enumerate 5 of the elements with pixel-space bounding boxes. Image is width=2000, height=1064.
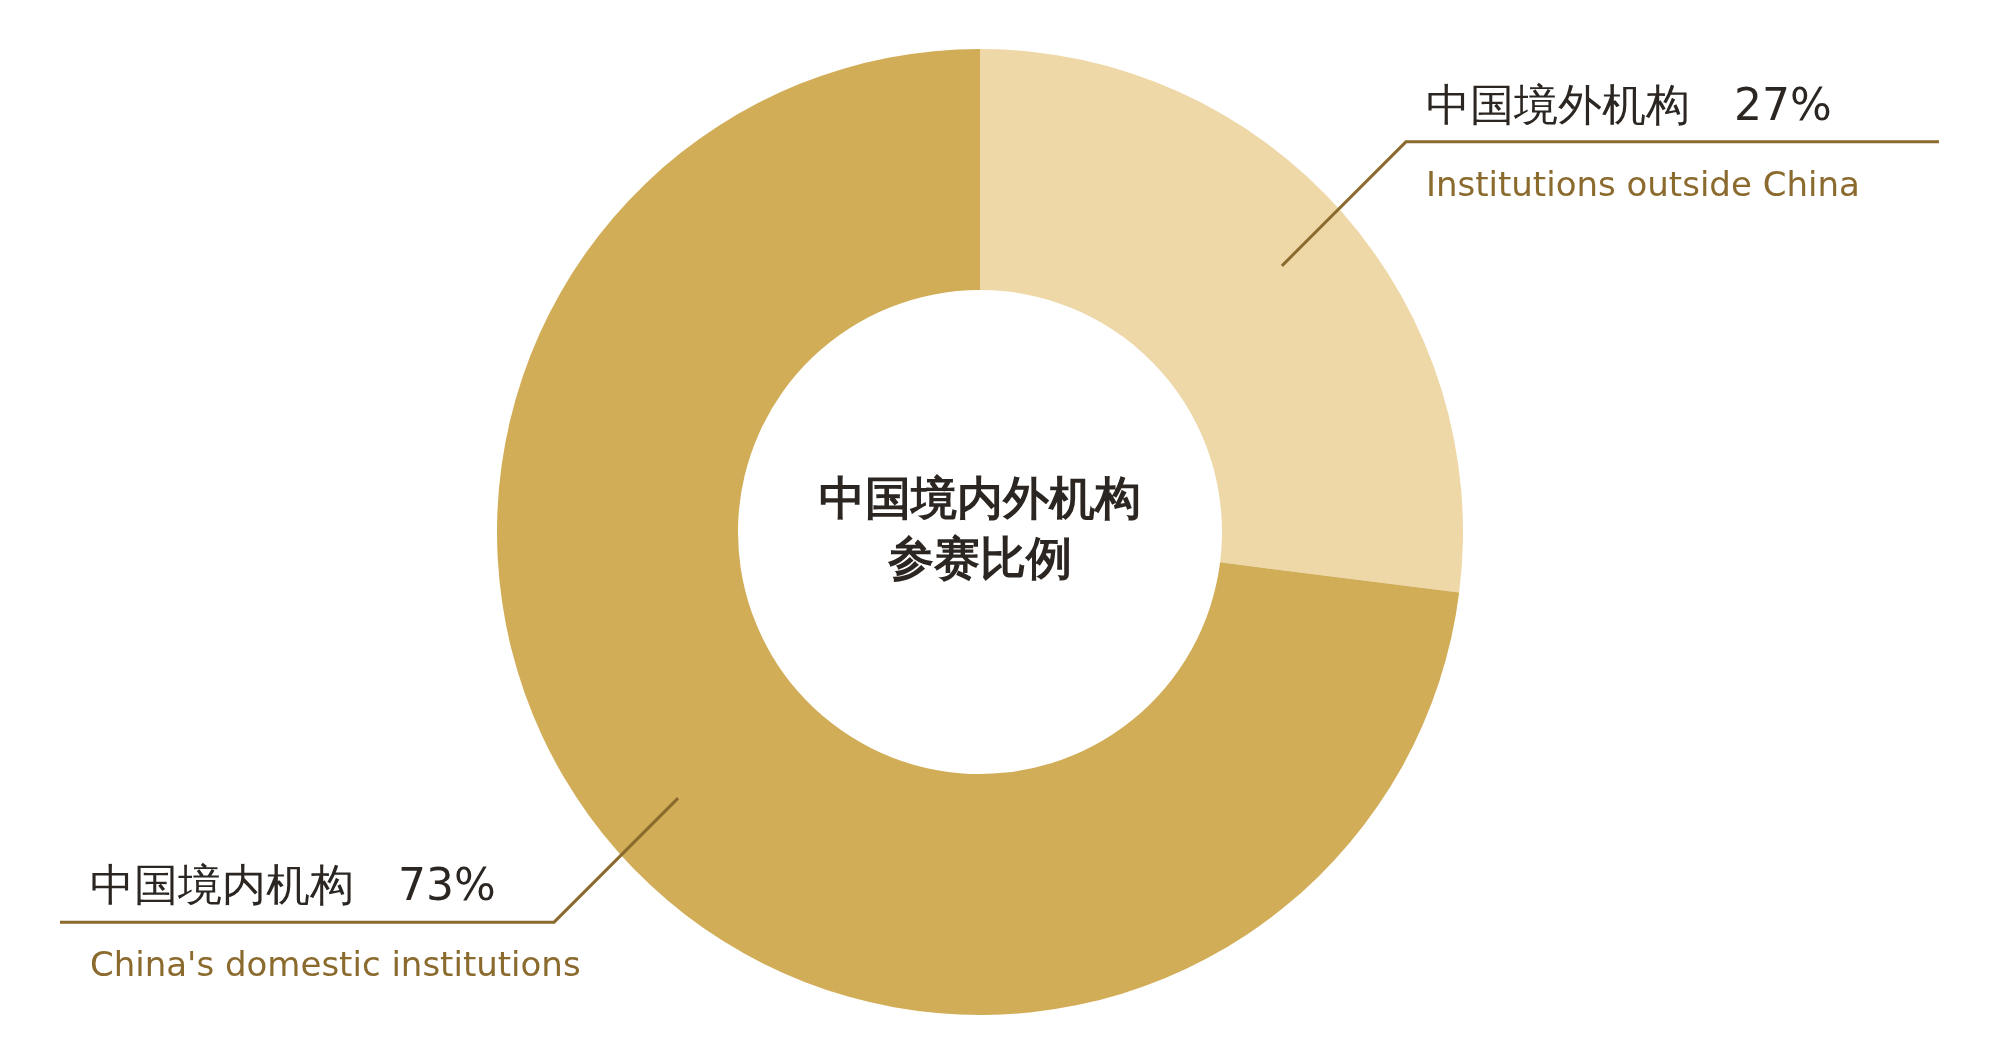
- text: Institutions outside China: [1425, 163, 1860, 204]
- slice-label: 中国境内机构 73%: [90, 858, 496, 913]
- text: China's domestic institutions: [90, 944, 581, 985]
- text: 中国境内外机构参赛比例: [818, 470, 1142, 587]
- slice-label: 中国境外机构 27%: [1425, 77, 1832, 132]
